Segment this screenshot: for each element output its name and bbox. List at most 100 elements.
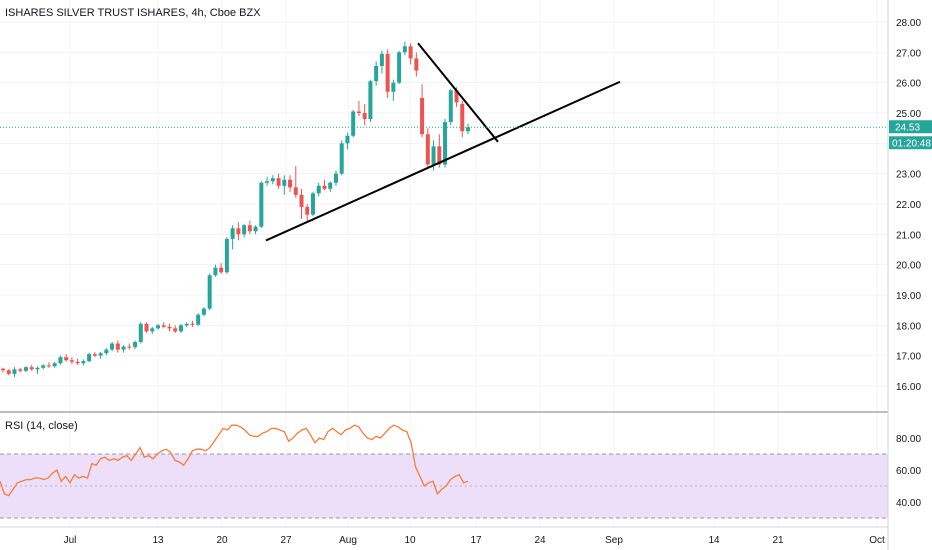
candle [316, 182, 321, 197]
candle [104, 348, 109, 356]
candle-body [414, 58, 419, 71]
countdown-badge [889, 136, 932, 150]
candle [196, 313, 201, 326]
candle [81, 359, 86, 366]
time-tick-label: 14 [708, 535, 720, 546]
candle-body [173, 328, 178, 332]
time-tick-label: Sep [605, 535, 623, 546]
candle-body [230, 228, 235, 239]
candle [408, 43, 413, 65]
candle [161, 322, 166, 329]
candle-body [379, 53, 384, 66]
candle [150, 326, 155, 334]
candles [1, 41, 470, 377]
candle-body [196, 314, 201, 325]
candle-body [448, 90, 453, 123]
candle [293, 166, 298, 198]
candle-body [23, 367, 28, 371]
candle [184, 322, 189, 327]
candle [133, 340, 138, 349]
price-tick-label: 25.00 [896, 109, 921, 120]
rsi-axis[interactable]: 80.00 60.00 40.00 [896, 434, 921, 509]
candle [259, 181, 264, 229]
candle-body [201, 308, 206, 315]
candle [345, 132, 350, 150]
candle [448, 88, 453, 126]
candle-body [6, 370, 11, 374]
bar-countdown: 01:20:48 [892, 138, 931, 149]
candle-body [333, 173, 338, 183]
candle [92, 352, 97, 358]
candle-body [167, 326, 172, 329]
candle-body [265, 181, 270, 183]
price-tick-label: 21.00 [896, 230, 921, 241]
candle-body [293, 187, 298, 195]
candle [362, 103, 367, 126]
candle [397, 50, 402, 85]
candle [305, 204, 310, 223]
candle [35, 366, 40, 374]
chart-title[interactable]: ISHARES SILVER TRUST ISHARES, 4h, Cboe B… [5, 7, 261, 19]
candle [23, 366, 28, 373]
candle [69, 357, 74, 365]
candle-body [58, 357, 63, 364]
candle-body [81, 361, 86, 364]
candle-body [75, 361, 80, 364]
support-trendline [265, 80, 621, 242]
rsi-tick-label: 40.00 [896, 498, 921, 509]
rsi-tick-label: 60.00 [896, 466, 921, 477]
candle-body [104, 349, 109, 354]
price-tick-label: 26.00 [896, 79, 921, 90]
candle [52, 361, 57, 368]
candle [299, 188, 304, 220]
price-tick-label: 19.00 [896, 291, 921, 302]
price-tick-label: 23.00 [896, 170, 921, 181]
resistance-trendline [417, 42, 499, 143]
candle-body [362, 113, 367, 120]
candle-body [276, 178, 281, 186]
candle-body [368, 81, 373, 120]
candle-body [443, 122, 448, 165]
candle [253, 225, 258, 235]
candle-body [425, 134, 430, 165]
candle-body [121, 346, 126, 350]
candle [236, 222, 241, 241]
rsi-series [0, 424, 469, 497]
candle [425, 128, 430, 168]
time-tick-label: 27 [280, 535, 292, 546]
candle [115, 340, 120, 353]
candle-body [397, 52, 402, 83]
time-tick-label: Jul [64, 535, 77, 546]
candle [6, 369, 11, 376]
candle [1, 367, 5, 373]
candle-body [138, 323, 143, 343]
price-tick-label: 27.00 [896, 48, 921, 59]
time-axis[interactable]: Jul 13 20 27 Aug 10 17 24 Sep 14 21 Oct [64, 535, 885, 546]
time-tick-label: 10 [404, 535, 416, 546]
price-tick-label: 18.00 [896, 321, 921, 332]
candle-body [224, 238, 229, 273]
candle-body [184, 323, 189, 326]
candle [213, 264, 218, 277]
candle-body [374, 65, 379, 82]
candle-body [35, 367, 40, 370]
price-tick-label: 28.00 [896, 18, 921, 29]
candle-body [150, 328, 155, 332]
candle-body [144, 323, 149, 332]
trendlines[interactable] [265, 42, 621, 242]
price-axis[interactable]: 28.0027.0026.0025.0024.0023.0022.0021.00… [896, 18, 921, 393]
candle-body [207, 275, 212, 309]
candle [276, 173, 281, 189]
candle-body [41, 365, 46, 368]
candle [98, 352, 103, 359]
candle [173, 325, 178, 333]
rsi-line [0, 424, 469, 497]
candle-body [282, 179, 287, 186]
candle-body [408, 46, 413, 59]
candle [29, 364, 34, 371]
candle [333, 170, 338, 186]
grid [0, 0, 888, 527]
rsi-title[interactable]: RSI (14, close) [5, 420, 78, 432]
